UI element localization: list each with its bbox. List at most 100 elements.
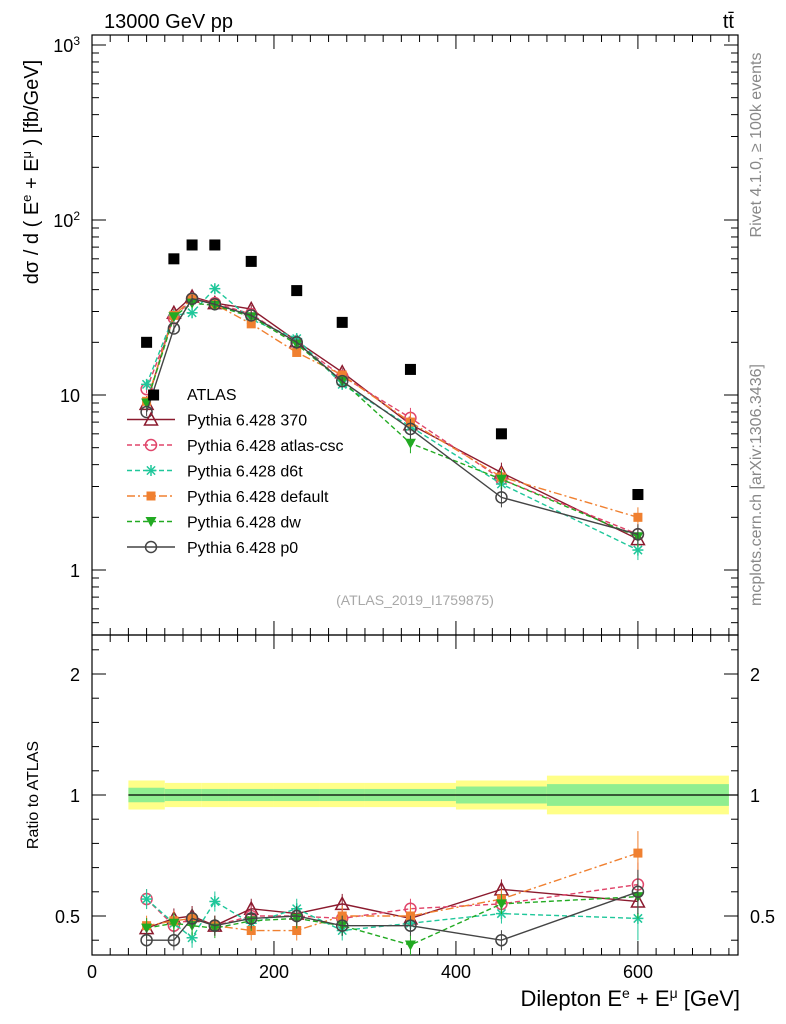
data-point — [141, 398, 153, 409]
data-point — [633, 512, 643, 522]
main-ytick-label-100: 102 — [53, 209, 80, 231]
data-point — [208, 298, 222, 311]
data-point — [186, 307, 198, 319]
data-point — [167, 322, 181, 335]
ratio-ytick-label-0.5: 0.5 — [55, 907, 80, 927]
ratio-point — [140, 933, 153, 947]
data-point — [244, 309, 258, 322]
data-point — [141, 378, 153, 390]
ratio-point — [495, 899, 507, 910]
atlas-data-point — [168, 253, 180, 265]
ratio-point — [335, 919, 349, 932]
ratio-line — [146, 891, 639, 941]
ratio-line — [146, 895, 638, 946]
ratio-line — [146, 852, 639, 932]
data-point — [631, 528, 645, 541]
rivet-label: Rivet 4.1.0, ≥ 100k events — [748, 53, 765, 238]
legend-label: Pythia 6.428 p0 — [187, 540, 298, 557]
main-y-axis-label: dσ / d ( Ee + Eμ ) [fb/GeV] — [19, 60, 44, 284]
axis-ticks — [91, 35, 738, 955]
data-point — [404, 438, 416, 449]
atlas-data-point — [404, 363, 416, 375]
ratio-ytick-label-right-2: 2 — [750, 665, 760, 685]
data-point — [404, 422, 417, 436]
ratio-point — [168, 918, 180, 929]
ratio-point — [404, 919, 417, 932]
atlas-data-point — [632, 489, 644, 501]
main-ytick-label-1000: 103 — [53, 34, 80, 56]
atlas-data-point — [245, 255, 257, 267]
legend-entry: Pythia 6.428 dw — [127, 515, 301, 532]
legend-entry: Pythia 6.428 370 — [127, 411, 307, 430]
data-point — [168, 312, 180, 323]
data-point — [185, 292, 199, 305]
legend-marker — [145, 465, 157, 476]
ratio-line — [146, 883, 639, 927]
legend-marker — [146, 491, 156, 501]
atlas-data-point — [186, 239, 198, 251]
series-line — [145, 297, 639, 535]
legend-entry: Pythia 6.428 atlas-csc — [127, 438, 344, 455]
analysis-watermark: (ATLAS_2019_I1759875) — [336, 592, 494, 608]
legend-marker — [143, 411, 159, 426]
data-point — [335, 374, 349, 388]
atlas-data-point — [141, 336, 153, 348]
x-axis-label: Dilepton Ee + Eμ [GeV] — [521, 985, 741, 1011]
mcplots-label: mcplots.cern.ch [arXiv:1306.3436] — [748, 364, 765, 606]
legend-label: Pythia 6.428 atlas-csc — [187, 438, 344, 455]
ratio-ytick-label-2: 2 — [70, 665, 80, 685]
ratio-series-pythia-6-428-p0 — [140, 869, 645, 951]
legend-marker — [144, 540, 158, 554]
ratio-point — [292, 926, 302, 936]
atlas-data-point — [336, 316, 348, 328]
energy-label: 13000 GeV pp — [104, 11, 233, 33]
legend-label-atlas: ATLAS — [187, 387, 237, 404]
data-point — [292, 347, 302, 357]
ratio-uncertainty-band — [128, 775, 738, 815]
legend-label: Pythia 6.428 default — [187, 489, 329, 506]
star-stroke — [210, 284, 220, 294]
series-atlas-data — [141, 239, 644, 501]
star-stroke — [633, 545, 643, 555]
ratio-point — [141, 893, 153, 905]
data-point — [246, 319, 256, 329]
xtick-label-200: 200 — [259, 962, 289, 982]
xtick-label-0: 0 — [87, 962, 97, 982]
star-stroke — [141, 379, 152, 390]
star-stroke — [187, 308, 197, 318]
series-line — [145, 297, 639, 518]
ratio-ytick-label-1: 1 — [70, 786, 80, 806]
ratio-line — [146, 888, 638, 929]
data-point — [140, 405, 153, 419]
ratio-ytick-label-right-0.5: 0.5 — [750, 907, 775, 927]
ratio-line — [146, 898, 638, 939]
series-pythia-6-428-p0 — [140, 292, 645, 545]
atlas-data-point — [209, 239, 221, 251]
ratio-y-axis-label: Ratio to ATLAS — [25, 741, 42, 849]
xtick-label-400: 400 — [441, 962, 471, 982]
star-stroke — [146, 465, 156, 476]
ratio-point — [631, 885, 645, 899]
ratio-point — [244, 912, 258, 925]
legend-entry: Pythia 6.428 default — [127, 489, 329, 506]
ratio-ytick-label-right-1: 1 — [750, 786, 760, 806]
ratio-point — [141, 923, 153, 934]
ratio-point — [208, 919, 222, 932]
ratio-point — [633, 848, 643, 858]
star-stroke — [210, 896, 220, 907]
legend-label: Pythia 6.428 370 — [187, 413, 307, 430]
ratio-point — [290, 909, 303, 923]
series-layer — [138, 239, 646, 955]
data-point — [495, 491, 508, 504]
star-stroke — [187, 933, 197, 943]
data-point — [209, 283, 221, 295]
atlas-data-point — [291, 285, 303, 297]
ratio-point — [404, 940, 416, 951]
atlas-data-point — [495, 428, 507, 440]
process-label: tt̄ — [723, 11, 735, 33]
xtick-label-600: 600 — [623, 962, 653, 982]
legend-entry: Pythia 6.428 d6t — [127, 464, 303, 481]
legend-label: Pythia 6.428 dw — [187, 515, 301, 532]
data-point — [290, 336, 303, 349]
